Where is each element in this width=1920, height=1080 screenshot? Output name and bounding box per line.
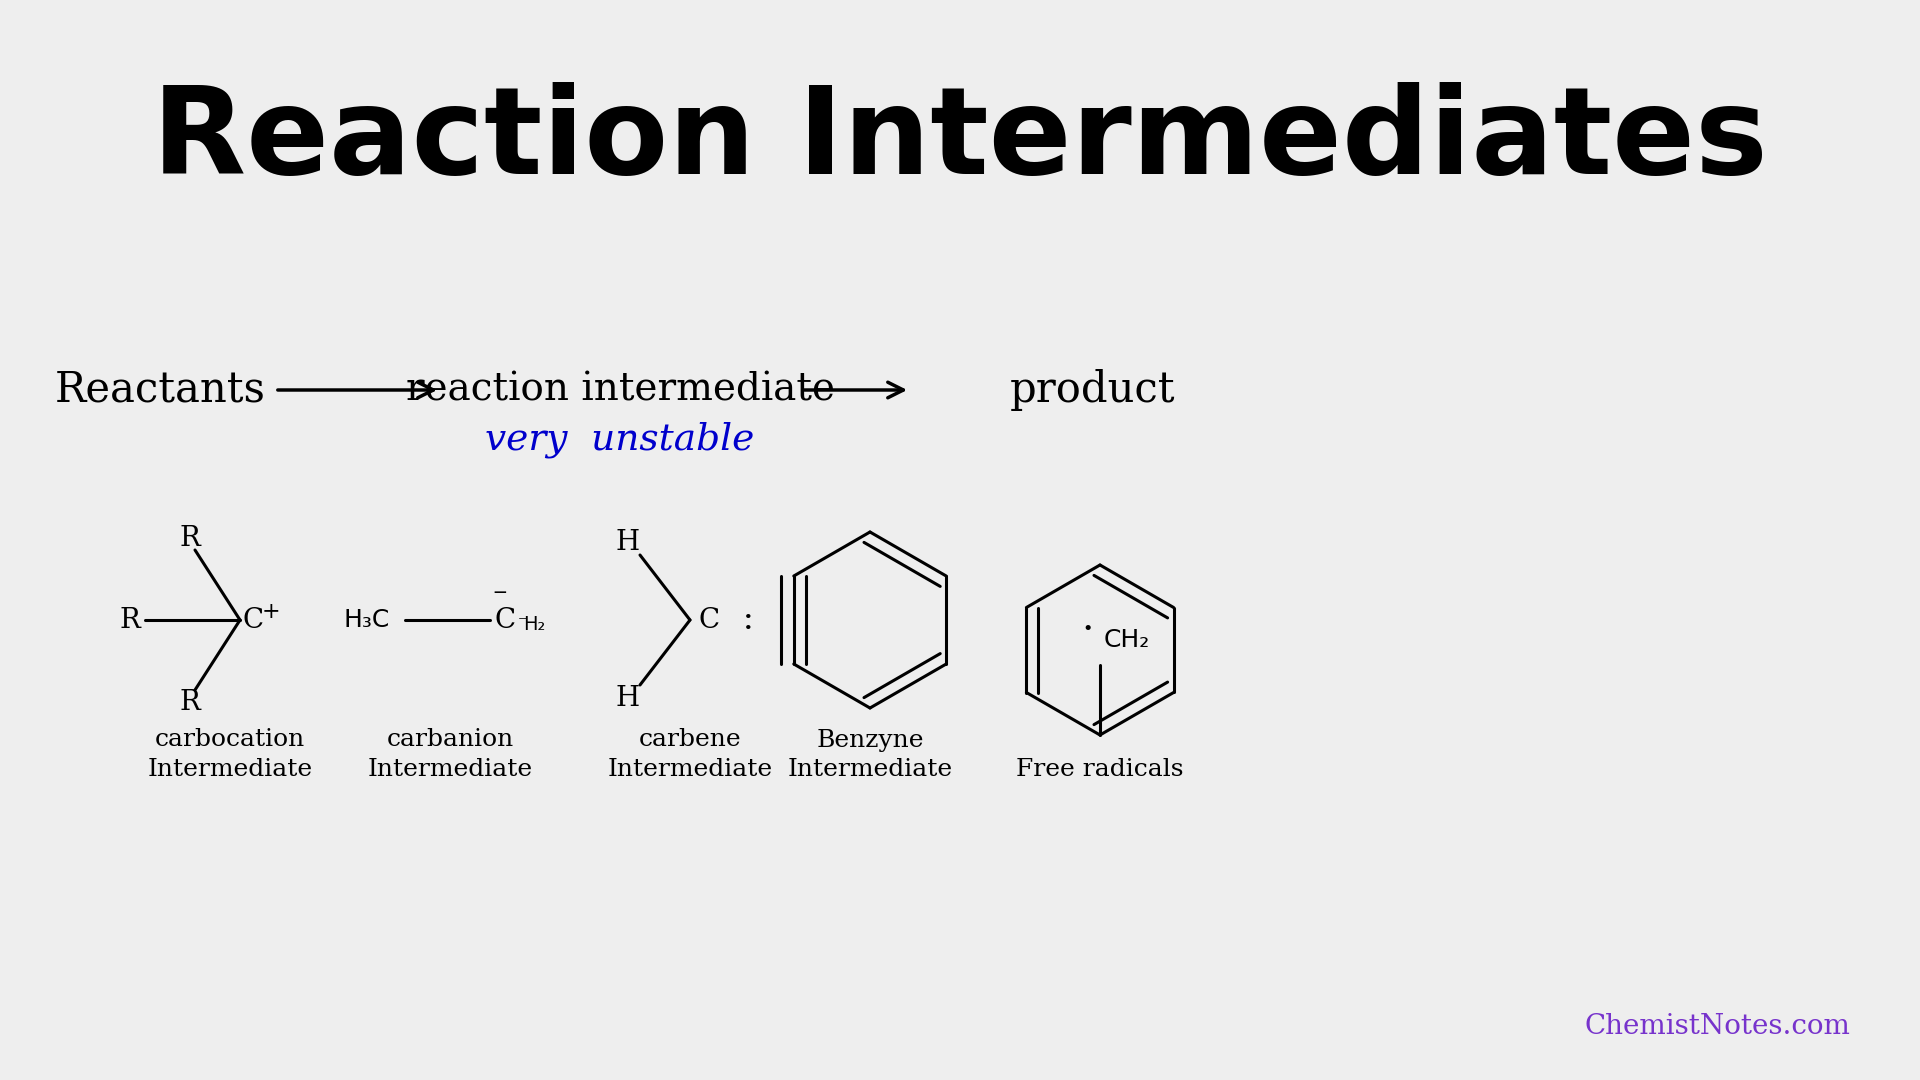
Text: reaction intermediate: reaction intermediate [405,372,835,408]
Text: Intermediate: Intermediate [367,758,532,782]
Text: C: C [495,607,516,634]
Text: C: C [699,607,720,634]
Text: H: H [616,685,639,712]
Text: R: R [180,525,200,552]
Text: carbanion: carbanion [386,729,515,752]
Text: Intermediate: Intermediate [787,758,952,782]
Text: Free radicals: Free radicals [1016,758,1185,782]
Text: H₃C: H₃C [344,608,390,632]
Text: CH₂: CH₂ [1104,627,1150,652]
Text: carbene: carbene [639,729,741,752]
Text: +: + [261,600,280,623]
Text: R: R [180,689,200,716]
Text: very  unstable: very unstable [486,422,755,458]
Text: Benzyne: Benzyne [816,729,924,752]
Text: H: H [616,528,639,555]
Text: Reaction Intermediates: Reaction Intermediates [152,81,1768,199]
Text: carbocation: carbocation [156,729,305,752]
Text: R: R [119,607,140,634]
Text: ⁻: ⁻ [518,615,528,632]
Text: ·: · [1081,611,1094,648]
Text: C: C [242,607,263,634]
Text: Intermediate: Intermediate [148,758,313,782]
Text: H₂: H₂ [522,616,545,634]
Text: ChemistNotes.com: ChemistNotes.com [1584,1013,1851,1040]
Text: Reactants: Reactants [54,369,265,411]
Text: product: product [1010,369,1175,411]
Text: Intermediate: Intermediate [607,758,772,782]
Text: :: : [732,604,755,636]
